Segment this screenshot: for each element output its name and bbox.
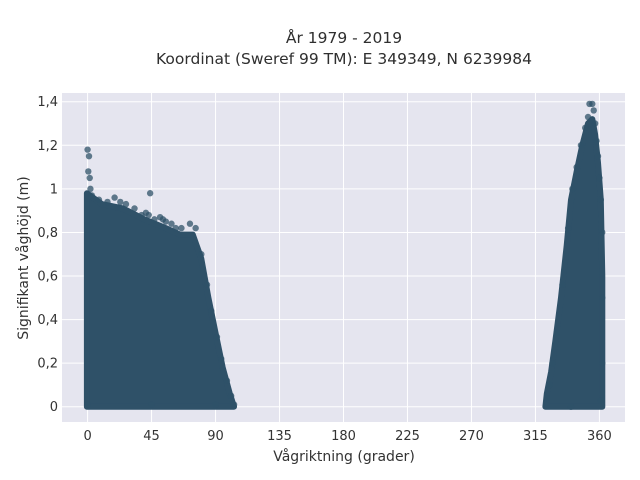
data-point bbox=[95, 196, 103, 203]
data-point bbox=[88, 192, 96, 199]
x-axis-ticks: 0 45 90 135 180 225 270 315 360 bbox=[83, 429, 611, 444]
data-point bbox=[122, 200, 130, 208]
data-point bbox=[597, 397, 605, 404]
data-point bbox=[104, 198, 111, 206]
chart-title: År 1979 - 2019 bbox=[285, 29, 403, 47]
y-tick-label: 0,2 bbox=[37, 357, 58, 372]
data-point bbox=[577, 142, 585, 149]
y-tick-label: 1,2 bbox=[37, 139, 58, 154]
y-tick-label: 0,8 bbox=[37, 226, 58, 241]
data-point bbox=[227, 392, 235, 400]
data-point bbox=[589, 100, 596, 108]
data-point bbox=[172, 224, 179, 232]
data-point bbox=[573, 163, 580, 171]
point-cloud bbox=[83, 116, 606, 410]
y-axis-label: Signifikant våghöjd (m) bbox=[15, 176, 32, 339]
data-point bbox=[208, 307, 215, 315]
y-tick-label: 0 bbox=[50, 400, 58, 415]
data-point bbox=[591, 120, 599, 127]
x-axis-label: Vågriktning (grader) bbox=[273, 448, 415, 465]
data-point bbox=[546, 381, 553, 389]
data-point bbox=[218, 355, 225, 363]
data-point bbox=[223, 377, 231, 384]
data-point bbox=[85, 168, 92, 175]
data-point bbox=[597, 196, 605, 203]
x-tick-label: 315 bbox=[523, 429, 548, 444]
data-point bbox=[151, 216, 158, 223]
x-tick-label: 90 bbox=[207, 429, 224, 444]
x-tick-label: 180 bbox=[331, 429, 356, 444]
data-point bbox=[131, 205, 138, 212]
x-tick-label: 360 bbox=[587, 429, 612, 444]
point-cloud-0-105 bbox=[83, 190, 237, 410]
x-tick-label: 270 bbox=[459, 429, 484, 444]
data-point bbox=[549, 359, 556, 367]
data-point bbox=[145, 211, 152, 219]
data-point bbox=[590, 107, 597, 114]
data-point bbox=[543, 394, 551, 402]
data-point bbox=[599, 229, 606, 236]
data-point bbox=[146, 190, 154, 197]
x-tick-label: 45 bbox=[143, 429, 160, 444]
data-point bbox=[87, 185, 94, 193]
data-point bbox=[117, 198, 124, 206]
data-point bbox=[213, 333, 221, 341]
data-point bbox=[111, 194, 118, 201]
y-tick-label: 0,6 bbox=[37, 270, 58, 285]
data-point bbox=[593, 137, 600, 145]
data-point bbox=[599, 359, 606, 367]
y-tick-label: 1 bbox=[50, 182, 58, 197]
data-point bbox=[168, 220, 175, 227]
data-point bbox=[84, 401, 91, 408]
data-point bbox=[85, 152, 93, 160]
x-tick-label: 225 bbox=[395, 429, 420, 444]
data-point bbox=[86, 174, 93, 182]
data-point bbox=[569, 185, 576, 193]
data-point bbox=[148, 401, 155, 408]
data-point bbox=[596, 174, 603, 182]
data-point bbox=[559, 281, 566, 288]
data-point bbox=[178, 224, 185, 232]
chart-subtitle: Koordinat (Sweref 99 TM): E 349349, N 62… bbox=[156, 50, 532, 68]
x-tick-label: 0 bbox=[83, 429, 91, 444]
data-point bbox=[84, 146, 91, 153]
data-point bbox=[584, 113, 592, 121]
data-point bbox=[230, 401, 238, 408]
y-tick-label: 0,4 bbox=[37, 313, 58, 328]
data-point bbox=[192, 224, 199, 232]
data-point bbox=[203, 281, 211, 288]
data-point bbox=[553, 329, 560, 336]
data-point bbox=[212, 401, 219, 408]
data-point bbox=[567, 403, 575, 410]
y-tick-label: 1,4 bbox=[37, 95, 58, 110]
data-point bbox=[564, 224, 572, 232]
data-point bbox=[198, 251, 205, 258]
data-point bbox=[186, 220, 194, 227]
data-points bbox=[84, 100, 606, 410]
y-axis-ticks: 0 0,2 0,4 0,6 0,8 1 1,2 1,4 bbox=[37, 95, 58, 415]
x-tick-label: 135 bbox=[267, 429, 292, 444]
data-point bbox=[162, 218, 169, 225]
data-point bbox=[599, 294, 606, 302]
data-point bbox=[581, 124, 589, 132]
data-point bbox=[594, 152, 602, 160]
